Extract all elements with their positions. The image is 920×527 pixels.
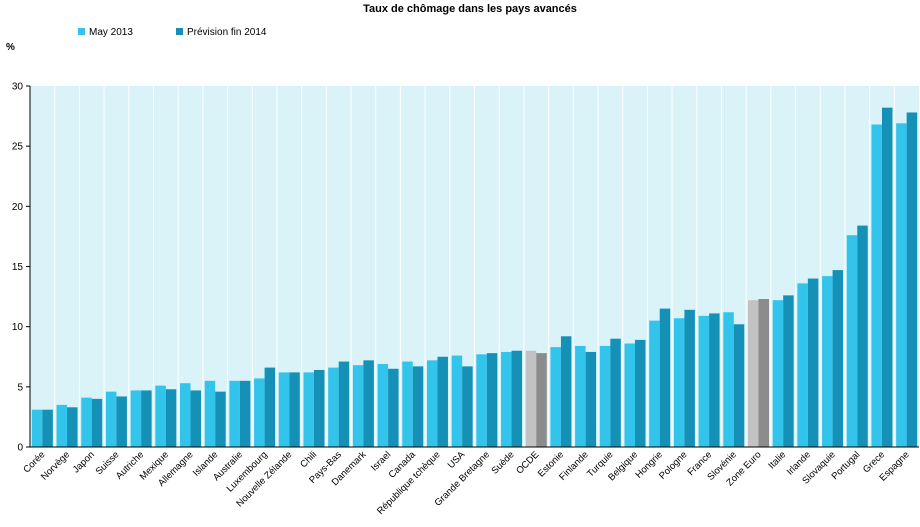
bar-may-2013-turquie <box>599 345 611 447</box>
bar-prevision-2014-slovaquie <box>832 270 844 447</box>
bar-prevision-2014-grande-bretagne <box>486 353 498 447</box>
legend-label-prevision-2014: Prévision fin 2014 <box>187 27 267 38</box>
bar-prevision-2014-hongrie <box>659 308 671 447</box>
legend-swatch-may-2013 <box>78 28 85 35</box>
bar-prevision-2014-slovenie <box>733 324 745 447</box>
bar-prevision-2014-estonie <box>560 336 572 447</box>
bar-prevision-2014-islande <box>215 391 226 447</box>
bar-may-2013-danemark <box>352 365 364 447</box>
bar-prevision-2014-australie <box>239 380 251 447</box>
bar-may-2013-italie <box>772 300 784 447</box>
bar-may-2013-norvege <box>56 404 68 447</box>
bar-prevision-2014-canada <box>412 366 424 447</box>
bar-prevision-2014-chili <box>313 369 325 447</box>
y-tick-label: 0 <box>17 443 23 454</box>
bar-may-2013-chili <box>303 372 314 447</box>
bar-prevision-2014-danemark <box>363 360 374 447</box>
bar-prevision-2014-pays-bas <box>338 361 350 447</box>
bar-prevision-2014-suisse <box>116 396 127 447</box>
bar-may-2013-irlande <box>797 283 808 447</box>
bar-prevision-2014-irlande <box>807 278 819 447</box>
bar-may-2013-australie <box>229 380 240 447</box>
bar-prevision-2014-suede <box>511 350 523 447</box>
bars-group <box>31 107 918 448</box>
bar-may-2013-usa <box>451 355 463 447</box>
bar-may-2013-japon <box>81 397 92 447</box>
bar-may-2013-pays-bas <box>328 367 339 447</box>
y-axis-unit-label: % <box>6 42 15 53</box>
bar-may-2013-mexique <box>155 385 166 447</box>
bar-may-2013-slovenie <box>723 312 734 447</box>
bar-may-2013-slovaquie <box>822 276 833 447</box>
bar-may-2013-portugal <box>846 235 858 447</box>
bar-may-2013-zone-euro <box>747 300 759 447</box>
y-tick-label: 10 <box>12 322 24 333</box>
bar-may-2013-islande <box>204 380 216 447</box>
legend: May 2013 Prévision fin 2014 <box>78 27 267 38</box>
y-tick-label: 30 <box>12 82 24 93</box>
bar-prevision-2014-espagne <box>906 112 918 447</box>
bar-prevision-2014-grece <box>881 107 893 447</box>
bar-may-2013-suede <box>501 351 512 447</box>
bar-prevision-2014-mexique <box>165 389 177 447</box>
x-category-label: Japon <box>71 449 97 475</box>
bar-prevision-2014-israel <box>388 368 399 447</box>
y-tick-label: 25 <box>12 142 24 153</box>
bar-may-2013-belgique <box>624 343 636 447</box>
bar-may-2013-israel <box>377 363 389 447</box>
bar-prevision-2014-finlande <box>585 351 597 447</box>
bar-may-2013-autriche <box>130 390 142 447</box>
legend-label-may-2013: May 2013 <box>89 27 133 38</box>
x-category-label: Suède <box>489 449 516 476</box>
bar-may-2013-grece <box>871 124 882 447</box>
bar-may-2013-suisse <box>105 391 117 447</box>
bar-may-2013-canada <box>402 361 413 447</box>
bar-prevision-2014-republique-tcheque <box>437 356 448 447</box>
bar-prevision-2014-usa <box>462 366 473 447</box>
bar-prevision-2014-japon <box>91 398 103 447</box>
grid-lines <box>54 86 895 447</box>
y-tick-label: 5 <box>17 382 23 393</box>
bar-prevision-2014-nouvelle-zelande <box>289 372 300 447</box>
bar-prevision-2014-coree <box>42 409 53 447</box>
bar-prevision-2014-france <box>709 313 720 447</box>
bar-prevision-2014-autriche <box>141 390 152 447</box>
bar-may-2013-france <box>698 315 710 447</box>
bar-prevision-2014-norvege <box>67 407 78 447</box>
bar-may-2013-allemagne <box>180 383 191 447</box>
bar-may-2013-estonie <box>550 347 561 447</box>
chart-title: Taux de chômage dans les pays avancés <box>363 3 577 15</box>
bar-may-2013-pologne <box>673 318 685 447</box>
bar-may-2013-espagne <box>896 123 907 448</box>
bar-prevision-2014-ocde <box>536 353 547 447</box>
bar-prevision-2014-zone-euro <box>758 298 769 447</box>
bar-may-2013-ocde <box>525 350 537 447</box>
bar-may-2013-nouvelle-zelande <box>278 372 290 447</box>
bar-prevision-2014-allemagne <box>190 390 202 447</box>
x-category-label: USA <box>446 449 468 471</box>
bar-prevision-2014-portugal <box>857 225 868 447</box>
bar-may-2013-hongrie <box>649 320 660 447</box>
x-axis: CoréeNorvègeJaponSuisseAutricheMexiqueAl… <box>21 446 919 517</box>
bar-prevision-2014-pologne <box>684 309 695 447</box>
bar-prevision-2014-italie <box>783 295 794 447</box>
legend-swatch-prevision-2014 <box>176 28 183 35</box>
bar-prevision-2014-belgique <box>635 339 646 447</box>
bar-may-2013-grande-bretagne <box>476 354 487 447</box>
bar-may-2013-luxembourg <box>254 378 265 447</box>
x-category-label: Pologne <box>657 449 689 481</box>
y-tick-label: 15 <box>12 262 24 273</box>
bar-may-2013-coree <box>31 409 43 447</box>
y-axis: 0 5 10 15 20 25 30 <box>12 82 31 454</box>
bar-prevision-2014-luxembourg <box>264 367 276 447</box>
y-tick-label: 20 <box>12 202 24 213</box>
bar-prevision-2014-turquie <box>610 338 621 447</box>
x-category-label: Italie <box>766 449 788 471</box>
bar-may-2013-republique-tcheque <box>426 360 438 447</box>
bar-may-2013-finlande <box>575 345 586 447</box>
x-category-label: Chili <box>298 449 319 470</box>
